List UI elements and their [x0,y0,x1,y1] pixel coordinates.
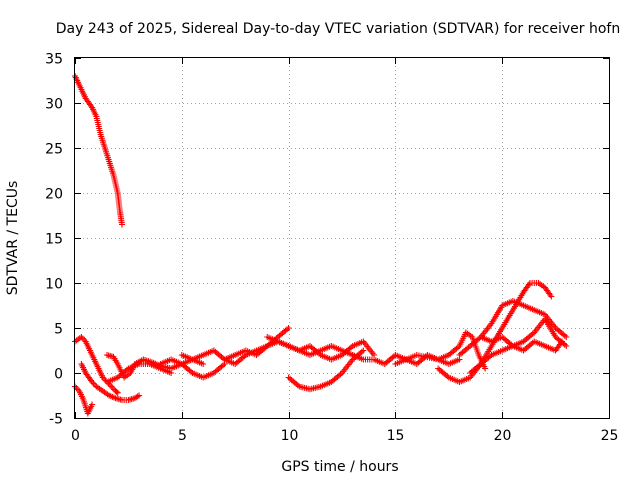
y-tick-label: 25 [45,142,63,158]
data-point [563,334,570,340]
data-point [118,221,125,228]
y-tick-label: 35 [45,52,63,68]
y-tick-label: 15 [45,232,63,248]
y-axis-label: SDTVAR / TECUs [5,181,21,296]
y-tick-label: 10 [45,277,63,293]
data-point [108,383,115,390]
series-pass-j [285,347,367,393]
x-axis-label: GPS time / hours [281,459,398,475]
x-tick-label: 20 [494,428,512,444]
grid [75,58,609,418]
x-tick-label: 0 [71,428,80,444]
data-point [114,389,121,396]
data-point [285,325,292,331]
data-point [563,343,570,349]
data-point [200,361,207,367]
data-point [113,388,120,395]
series-pass-b [72,383,96,417]
data-point [482,365,489,372]
data-point [360,347,367,354]
series-pass-e [104,361,175,385]
y-tick-label: 20 [45,187,63,203]
x-tick-label: 10 [281,428,299,444]
data-point [134,393,141,400]
series-pass-p [467,338,566,376]
y-tick-label: 5 [54,322,63,338]
x-tick-label: 15 [387,428,405,444]
data-point [559,338,566,345]
y-tick-label: -5 [49,412,63,428]
series-pass-l [392,329,489,372]
plot-frame [74,57,610,419]
y-tick-label: 0 [54,367,63,383]
series-high-decline [72,73,125,228]
series-pass-c [78,361,143,403]
data-markers [72,73,570,417]
data-point [168,370,175,376]
y-tick-label: 30 [45,97,63,113]
series-pass-f [157,356,228,381]
data-point [136,392,143,399]
chart-title: Day 243 of 2025, Sidereal Day-to-day VTE… [56,21,620,37]
axis-ticks: 0 5 10 15 20 25 -5 0 5 10 15 20 25 30 35 [45,52,618,445]
data-point [106,382,113,388]
series-pass-i [264,334,378,363]
x-tick-label: 25 [601,428,619,444]
data-point [548,293,555,300]
data-point [89,401,96,408]
series-pass-n [456,298,570,358]
data-point [79,335,86,342]
x-tick-label: 5 [178,428,187,444]
data-point [109,385,116,391]
